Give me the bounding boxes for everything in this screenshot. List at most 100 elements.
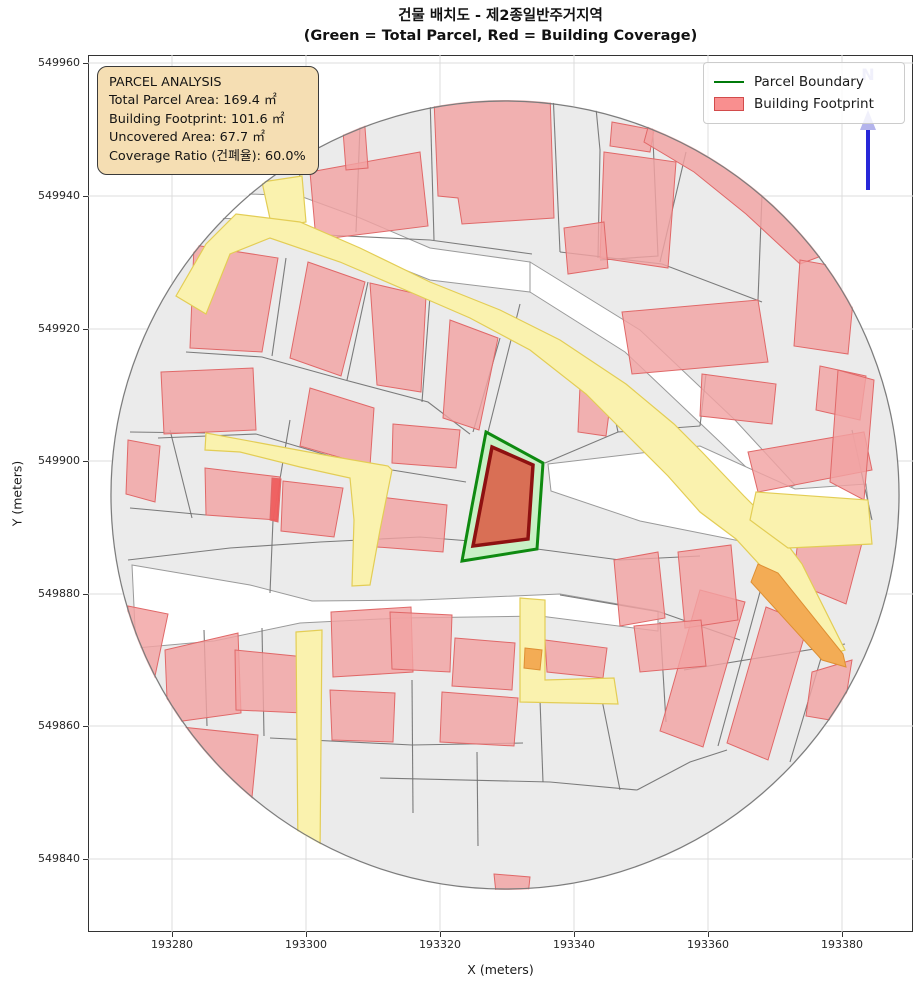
building-footprint-polygon xyxy=(234,649,306,714)
y-tick-label: 549920 xyxy=(38,322,80,335)
building-footprint-polygon xyxy=(563,221,609,275)
building-footprint-polygon xyxy=(633,619,707,673)
building-footprint-polygon xyxy=(677,544,739,629)
x-axis-label: X (meters) xyxy=(467,962,534,977)
building-footprint-polygon xyxy=(433,100,555,225)
chart-title-line1: 건물 배치도 - 제2종일반주거지역 xyxy=(398,8,603,24)
x-tick-label: 193320 xyxy=(419,938,461,951)
y-axis-label: Y (meters) xyxy=(9,460,25,527)
x-tick-mark xyxy=(708,932,709,937)
legend: Parcel Boundary Building Footprint xyxy=(703,62,905,124)
y-tick-label: 549840 xyxy=(38,852,80,865)
parcel-boundary-line xyxy=(271,257,287,357)
road-polygon xyxy=(519,597,619,705)
building-footprint-polygon xyxy=(269,477,282,523)
building-footprint-polygon xyxy=(309,151,429,241)
legend-label: Parcel Boundary xyxy=(754,74,864,90)
y-tick-mark xyxy=(83,196,88,197)
building-footprint-polygon xyxy=(439,691,519,747)
x-tick-label: 193340 xyxy=(553,938,595,951)
x-tick-mark xyxy=(842,932,843,937)
building-footprint-polygon xyxy=(341,113,369,171)
building-footprint-patch-swatch xyxy=(714,97,744,111)
map-canvas: N xyxy=(88,55,913,932)
parcel-boundary-line xyxy=(636,749,728,791)
chart-title: 건물 배치도 - 제2종일반주거지역 (Green = Total Parcel… xyxy=(88,6,913,47)
y-tick-mark xyxy=(83,461,88,462)
x-tick-mark xyxy=(440,932,441,937)
y-tick-label: 549900 xyxy=(38,454,80,467)
chart-title-line2: (Green = Total Parcel, Red = Building Co… xyxy=(303,28,698,44)
parcel-boundary-line xyxy=(169,429,193,519)
building-footprint-polygon xyxy=(280,480,344,538)
orange-road-polygon xyxy=(523,647,543,671)
y-tick-label: 549960 xyxy=(38,56,80,69)
building-footprint-polygon xyxy=(621,299,769,375)
x-tick-mark xyxy=(172,932,173,937)
building-footprint-polygon xyxy=(164,632,242,724)
parcel-boundary-line xyxy=(429,100,435,241)
target-building-polygon xyxy=(470,444,535,549)
parcel-analysis-coverage: Coverage Ratio (건폐율): 60.0% xyxy=(109,148,306,164)
building-footprint-polygon xyxy=(329,689,396,743)
building-footprint-polygon xyxy=(289,261,366,377)
parcel-boundary-line xyxy=(421,295,431,403)
building-footprint-polygon xyxy=(171,725,259,819)
x-tick-label: 193380 xyxy=(821,938,863,951)
orange-road-polygon xyxy=(750,563,847,668)
building-footprint-polygon xyxy=(609,121,655,153)
parcel-boundary-line xyxy=(379,777,638,791)
building-footprint-polygon xyxy=(613,551,666,627)
parcel-boundary-line xyxy=(552,100,561,253)
building-footprint-polygon xyxy=(204,467,281,521)
x-tick-label: 193300 xyxy=(285,938,327,951)
building-footprint-polygon xyxy=(125,439,161,503)
building-footprint-polygon xyxy=(376,496,448,553)
x-tick-label: 193280 xyxy=(151,938,193,951)
building-footprint-polygon xyxy=(699,373,777,425)
parcel-boundary-line xyxy=(129,507,207,516)
y-tick-label: 549940 xyxy=(38,189,80,202)
parcel-boundary-line xyxy=(411,679,414,814)
building-footprint-polygon xyxy=(160,367,257,435)
y-tick-label: 549880 xyxy=(38,587,80,600)
parcel-boundary-line xyxy=(717,591,761,747)
parcel-boundary-line-swatch xyxy=(714,81,744,83)
y-tick-mark xyxy=(83,594,88,595)
legend-label: Building Footprint xyxy=(754,96,874,112)
parcel-boundary-line xyxy=(476,751,479,847)
road-polygon xyxy=(261,175,307,229)
building-footprint-polygon xyxy=(391,423,461,469)
building-footprint-polygon xyxy=(793,259,857,355)
building-footprint-polygon xyxy=(389,611,453,673)
buffer-circle-outline xyxy=(110,100,900,890)
building-footprint-polygon xyxy=(369,282,427,393)
y-tick-mark xyxy=(83,329,88,330)
y-tick-mark xyxy=(83,63,88,64)
parcel-analysis-total-area: Total Parcel Area: 169.4 ㎡ xyxy=(109,93,277,109)
legend-item-parcel-boundary: Parcel Boundary xyxy=(714,71,894,93)
y-tick-mark xyxy=(83,859,88,860)
building-footprint-polygon xyxy=(442,319,499,431)
y-tick-label: 549860 xyxy=(38,719,80,732)
building-footprint-polygon xyxy=(451,637,516,691)
parcel-analysis-footprint: Building Footprint: 101.6 ㎡ xyxy=(109,111,285,127)
road-polygon xyxy=(204,432,393,587)
parcel-boundary-line xyxy=(539,699,544,783)
parcel-boundary-line xyxy=(185,351,471,435)
parcel-analysis-title: PARCEL ANALYSIS xyxy=(109,75,222,90)
parcel-analysis-uncovered: Uncovered Area: 67.7 ㎡ xyxy=(109,130,266,146)
legend-item-building-footprint: Building Footprint xyxy=(714,93,894,115)
parcel-analysis-box: PARCEL ANALYSIS Total Parcel Area: 169.4… xyxy=(97,66,319,176)
parcel-boundary-line xyxy=(595,107,601,259)
parcel-boundary-line xyxy=(346,281,369,381)
y-tick-mark xyxy=(83,726,88,727)
x-tick-label: 193360 xyxy=(687,938,729,951)
road-polygon xyxy=(749,491,873,549)
x-tick-mark xyxy=(306,932,307,937)
road-polygon xyxy=(295,629,323,857)
x-tick-mark xyxy=(574,932,575,937)
building-footprint-polygon xyxy=(493,873,531,890)
building-footprint-polygon xyxy=(599,151,677,269)
